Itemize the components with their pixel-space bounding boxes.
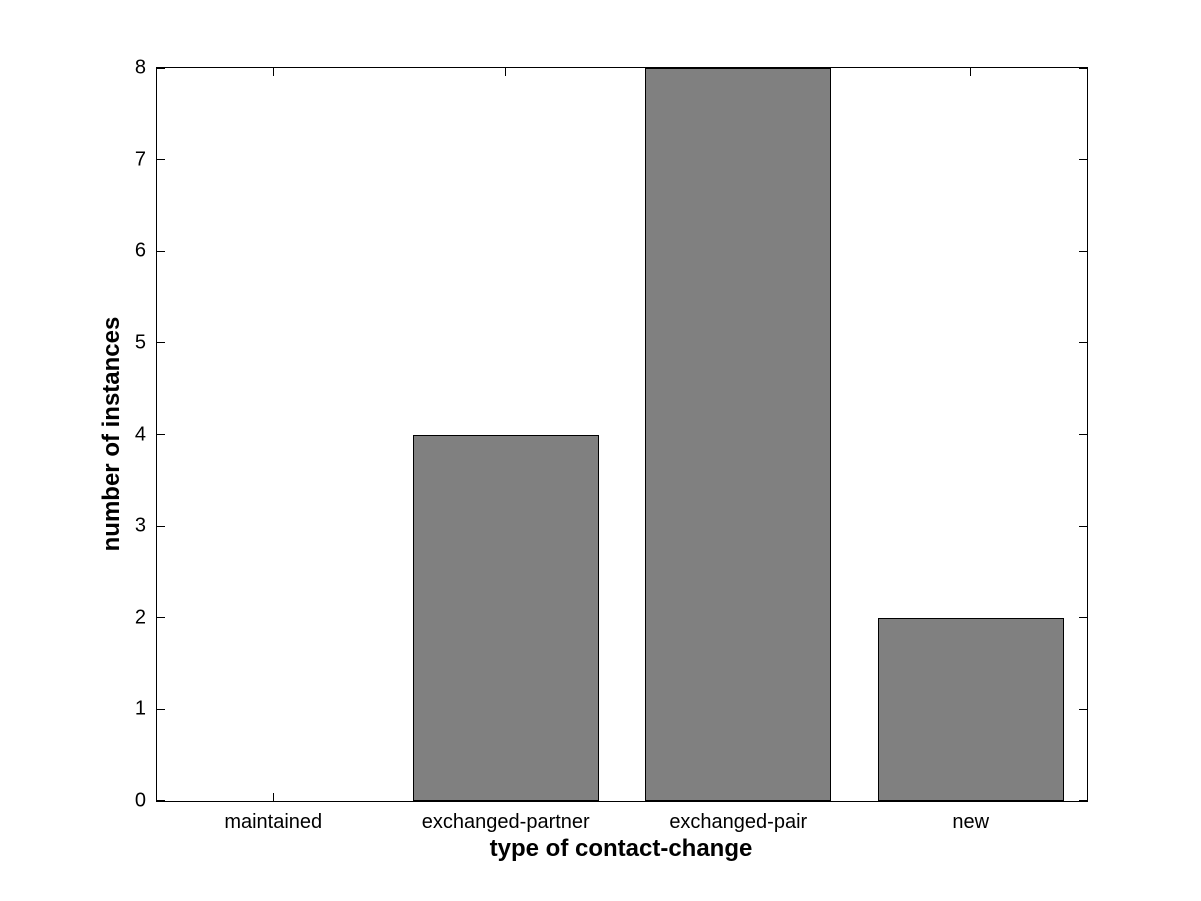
y-tick-right [1079, 525, 1087, 527]
y-tick-left [157, 617, 165, 619]
y-tick-label: 1 [134, 697, 146, 720]
y-tick-label: 3 [134, 514, 146, 537]
y-tick-right [1079, 159, 1087, 161]
plot-area [156, 67, 1088, 802]
x-tick-top [272, 68, 274, 76]
y-tick-right [1079, 617, 1087, 619]
x-category-label: exchanged-pair [669, 811, 808, 833]
x-tick-top [505, 68, 507, 76]
x-category-label: maintained [224, 811, 323, 833]
y-tick-right [1079, 434, 1087, 435]
y-tick-right [1079, 708, 1087, 710]
x-tick-bottom [272, 793, 274, 801]
y-tick-right [1079, 800, 1087, 801]
x-tick-top [970, 68, 972, 76]
y-tick-label: 2 [134, 606, 146, 629]
y-tick-left [157, 159, 165, 161]
bar-new [877, 617, 1064, 801]
y-tick-right [1079, 68, 1087, 69]
y-tick-left [157, 250, 165, 252]
y-tick-label: 7 [134, 148, 146, 171]
y-tick-left [157, 342, 165, 344]
y-tick-label: 5 [134, 331, 146, 354]
y-tick-left [157, 434, 165, 435]
y-tick-left [157, 708, 165, 710]
y-tick-right [1079, 250, 1087, 252]
y-tick-label: 6 [134, 239, 146, 262]
y-tick-left [157, 68, 165, 69]
y-tick-left [157, 525, 165, 527]
y-tick-label: 8 [134, 56, 146, 79]
bar-exchanged-pair [645, 68, 832, 801]
y-tick-label: 0 [134, 789, 146, 812]
y-tick-right [1079, 342, 1087, 344]
x-axis-label: type of contact-change [489, 835, 753, 862]
y-tick-left [157, 800, 165, 801]
y-tick-label: 4 [134, 423, 146, 445]
x-category-label: new [952, 811, 990, 833]
bar-exchanged-partner [412, 434, 599, 801]
x-category-label: exchanged-partner [421, 811, 590, 833]
